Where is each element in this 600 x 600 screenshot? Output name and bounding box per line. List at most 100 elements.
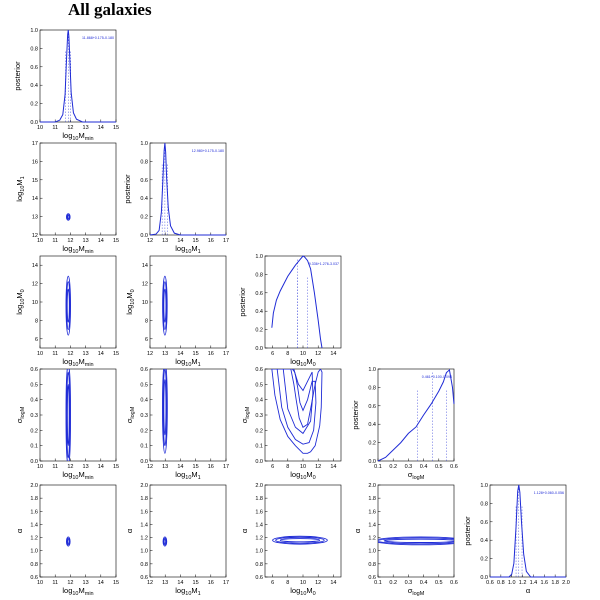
diag-logM0-xtick-label: 8	[286, 351, 289, 357]
diag-logM1-ylabel: posterior	[123, 174, 132, 204]
panel-logM0-vs-logMmin-xtick-label: 11	[52, 351, 58, 357]
diag-logM0-ylabel: posterior	[238, 287, 247, 317]
panel-sigma-vs-logM1-ytick-label: 0.3	[140, 413, 148, 419]
panel-alpha-vs-logM0-frame	[264, 484, 342, 578]
panel-logM1-vs-logMmin-ytick-label: 12	[32, 233, 38, 239]
panel-alpha-vs-logM0-ytick-label: 0.6	[255, 575, 263, 581]
panel-logM0-vs-logM1-xtick-label: 13	[162, 351, 168, 357]
panel-logM1-vs-logMmin-xtick-label: 12	[67, 238, 73, 244]
diag-sigma-frame	[377, 368, 455, 462]
panel-logM0-vs-logM1-ytick-label: 8	[145, 318, 148, 324]
panel-alpha-vs-logM0-ytick-label: 1.0	[255, 549, 263, 555]
panel-sigma-vs-logM1-frame	[149, 368, 227, 462]
panel-alpha-vs-sigma-xtick-label: 0.4	[420, 580, 428, 586]
diag-logM1-xtick-label: 15	[193, 238, 199, 244]
panel-alpha-vs-logMmin-contour	[67, 539, 70, 544]
diag-alpha-ytick-label: 1.0	[480, 483, 488, 489]
panel-alpha-vs-logM1-xlabel: log10M1	[175, 586, 200, 597]
panel-logM1-vs-logMmin-ylabel: log10M1	[15, 176, 26, 201]
panel-alpha-vs-logM0-ytick-label: 1.6	[255, 509, 263, 515]
diag-logM1-xtick-label: 12	[147, 238, 153, 244]
diag-logM1-xtick-label: 14	[177, 238, 183, 244]
panel-alpha-vs-logM0-contour	[279, 538, 321, 543]
panel-alpha-vs-logM0-xtick-label: 12	[315, 580, 321, 586]
panel-logM0-vs-logM1-ytick-label: 10	[142, 300, 148, 306]
diag-logM1-xtick-label: 16	[208, 238, 214, 244]
panel-alpha-vs-sigma-ytick-label: 1.0	[368, 549, 376, 555]
diag-logM1-xlabel: log10M1	[175, 244, 200, 255]
panel-sigma-vs-logM1-xtick-label: 12	[147, 464, 153, 470]
panel-logM0-vs-logM1-xtick-label: 15	[193, 351, 199, 357]
panel-logM1-vs-logMmin-xtick-label: 13	[83, 238, 89, 244]
panel-logM0-vs-logM1-xtick-label: 12	[147, 351, 153, 357]
panel-logM0-vs-logMmin-ytick-label: 12	[32, 282, 38, 288]
panel-sigma-vs-logMmin-frame	[39, 368, 117, 462]
panel-alpha-vs-logM1-xtick-label: 14	[177, 580, 183, 586]
panel-alpha-vs-logM0-ytick-label: 1.8	[255, 496, 263, 502]
panel-sigma-vs-logM1-xtick-label: 16	[208, 464, 214, 470]
panel-sigma-vs-logMmin-ytick-label: 0.0	[30, 459, 38, 465]
panel-sigma-vs-logM0-xlabel: log10M0	[290, 470, 315, 481]
panel-alpha-vs-logMmin-contour	[65, 536, 71, 547]
panel-alpha-vs-logMmin-xtick-label: 14	[98, 580, 104, 586]
diag-logMmin-ytick-label: 0.8	[30, 46, 38, 52]
panel-logM0-vs-logMmin-xtick-label: 10	[37, 351, 43, 357]
panel-logM0-vs-logM1-ylabel: log10M0	[125, 289, 136, 314]
panel-logM0-vs-logMmin-contour	[66, 288, 70, 323]
panel-logM1-vs-logMmin-frame	[39, 142, 117, 236]
panel-alpha-vs-logM1-ytick-label: 0.6	[140, 575, 148, 581]
panel-alpha-vs-logM1-ytick-label: 2.0	[140, 483, 148, 489]
figure-title: All galaxies	[68, 0, 152, 19]
panel-logM0-vs-logMmin-xtick-label: 14	[98, 351, 104, 357]
panel-alpha-vs-logMmin-ytick-label: 2.0	[30, 483, 38, 489]
panel-alpha-vs-sigma-contour	[378, 536, 454, 546]
panel-logM1-vs-logMmin-contour	[66, 214, 70, 220]
panel-logM1-vs-logMmin-xtick-label: 11	[52, 238, 58, 244]
panel-sigma-vs-logM0-ytick-label: 0.3	[255, 413, 263, 419]
panel-logM0-vs-logMmin-xtick-label: 12	[67, 351, 73, 357]
diag-sigma-xtick-label: 0.5	[435, 464, 443, 470]
panel-sigma-vs-logM0-xtick-label: 14	[330, 464, 336, 470]
panel-alpha-vs-sigma-contour	[378, 537, 454, 545]
panel-alpha-vs-logMmin-ytick-label: 1.8	[30, 496, 38, 502]
panel-alpha-vs-logM1-xtick-label: 13	[162, 580, 168, 586]
panel-sigma-vs-logM0-ylabel: σlogM	[240, 406, 251, 423]
panel-alpha-vs-sigma-contour	[383, 538, 454, 543]
diag-logM1-ytick-label: 0.0	[140, 233, 148, 239]
panel-sigma-vs-logMmin-ytick-label: 0.4	[30, 398, 38, 404]
panel-sigma-vs-logM0-xtick-label: 6	[271, 464, 274, 470]
panel-sigma-vs-logM0-ytick-label: 0.1	[255, 444, 263, 450]
diag-logMmin-xtick-label: 14	[98, 125, 104, 131]
panel-logM0-vs-logM1-ytick-label: 14	[142, 263, 148, 269]
panel-logM0-vs-logMmin-ytick-label: 8	[35, 318, 38, 324]
panel-alpha-vs-logMmin-ytick-label: 0.6	[30, 575, 38, 581]
diag-logM0-xtick-label: 14	[330, 351, 336, 357]
diag-alpha-xtick-label: 1.4	[530, 580, 538, 586]
panel-logM0-vs-logM1-xtick-label: 14	[177, 351, 183, 357]
panel-alpha-vs-sigma-ytick-label: 1.2	[368, 536, 376, 542]
diag-alpha-ylabel: posterior	[463, 516, 472, 546]
panel-alpha-vs-logM0-ylabel: α	[240, 528, 249, 533]
diag-alpha-xtick-label: 1.8	[551, 580, 559, 586]
diag-sigma-ylabel: posterior	[351, 400, 360, 430]
panel-logM1-vs-logMmin-contour	[67, 215, 70, 219]
diag-alpha-xtick-label: 1.0	[508, 580, 516, 586]
panel-alpha-vs-sigma-xlabel: σlogM	[408, 586, 425, 597]
panel-logM0-vs-logMmin-ytick-label: 6	[35, 337, 38, 343]
diag-logMmin-xtick-label: 10	[37, 125, 43, 131]
panel-alpha-vs-logM0-ytick-label: 0.8	[255, 562, 263, 568]
panel-alpha-vs-logMmin-contour	[66, 537, 70, 546]
panel-alpha-vs-logM0-contour	[272, 535, 328, 545]
panel-sigma-vs-logM1-xlabel: log10M1	[175, 470, 200, 481]
diag-alpha-xtick-label: 2.0	[562, 580, 570, 586]
panel-alpha-vs-logM0-ytick-label: 1.2	[255, 536, 263, 542]
panel-alpha-vs-sigma-xtick-label: 0.6	[450, 580, 458, 586]
panel-sigma-vs-logMmin-contour	[65, 369, 72, 461]
panel-alpha-vs-logM0-contour	[275, 536, 325, 544]
panel-sigma-vs-logM1-ylabel: σlogM	[125, 406, 136, 423]
diag-logM0-posterior-line	[271, 255, 323, 349]
panel-alpha-vs-logMmin-xtick-label: 10	[37, 580, 43, 586]
panel-logM1-vs-logMmin-ytick-label: 17	[32, 141, 38, 147]
diag-logM1-stat-label: 12.980+0.175-0.180	[192, 149, 224, 153]
panel-alpha-vs-sigma-ytick-label: 1.8	[368, 496, 376, 502]
